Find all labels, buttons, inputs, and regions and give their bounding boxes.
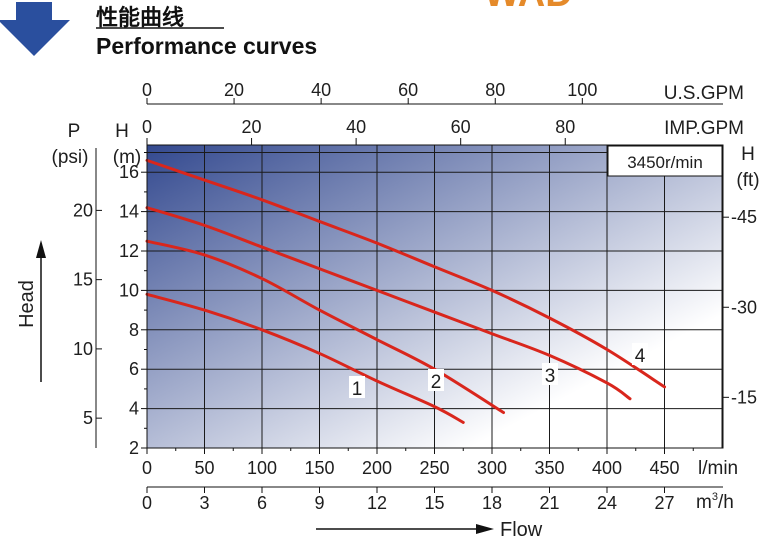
head-m-tick-label: 10 — [119, 280, 139, 300]
title-english: Performance curves — [96, 33, 317, 59]
usgpm-tick-label: 40 — [311, 80, 331, 100]
m3h-tick-label: 21 — [539, 493, 559, 513]
psi-tick-label: 15 — [73, 270, 93, 290]
usgpm-tick-label: 60 — [398, 80, 418, 100]
curve-1-label-bg — [349, 376, 365, 398]
curve-2-label: 2 — [431, 372, 442, 393]
head-m-tick-label: 6 — [129, 359, 139, 379]
psi-tick-label: 20 — [73, 200, 93, 220]
lmin-tick-label: 450 — [649, 458, 679, 478]
usgpm-axis-label: U.S.GPM — [664, 83, 744, 104]
head-ft-axis: -15 -30 -45 — [723, 207, 757, 407]
lmin-tick-label: 50 — [194, 458, 214, 478]
ft-tick-label: -30 — [731, 297, 757, 317]
m3h-tick-label: 12 — [367, 493, 387, 513]
head-m-tick-label: 2 — [129, 438, 139, 458]
curve-4-label: 4 — [635, 346, 646, 367]
m3h-tick-label: 0 — [142, 493, 152, 513]
m3h-tick-label: 24 — [597, 493, 617, 513]
m3h-tick-label: 6 — [257, 493, 267, 513]
head-m-tick-label: 4 — [129, 399, 139, 419]
impgpm-axis: 0 20 40 60 80 — [142, 117, 575, 145]
ft-tick-label: -45 — [731, 207, 757, 227]
curve-1 — [145, 292, 465, 424]
impgpm-axis-label: IMP.GPM — [664, 118, 744, 139]
head-m-tick-label: 16 — [119, 162, 139, 182]
m3h-tick-label: 3 — [199, 493, 209, 513]
head-m-axis: 2 4 6 8 10 12 14 16 — [119, 138, 148, 458]
impgpm-tick-label: 40 — [346, 117, 366, 137]
curve-4-label-bg — [632, 343, 648, 365]
speed-box — [607, 145, 723, 177]
lmin-tick-label: 400 — [592, 458, 622, 478]
usgpm-axis: 0 20 40 60 80 100 — [142, 80, 597, 104]
arrow-down-icon — [0, 2, 70, 56]
head-m-tick-label: 14 — [119, 202, 139, 222]
curve-3 — [145, 206, 632, 401]
psi-axis: 5 10 15 20 — [73, 200, 102, 428]
m3h-tick-label: 15 — [424, 493, 444, 513]
impgpm-tick-label: 60 — [451, 117, 471, 137]
title-chinese: 性能曲线 — [96, 5, 184, 31]
usgpm-tick-label: 20 — [224, 80, 244, 100]
usgpm-tick-label: 80 — [485, 80, 505, 100]
lmin-tick-label: 200 — [362, 458, 392, 478]
ft-tick-label: -15 — [731, 387, 757, 407]
lmin-tick-label: 150 — [304, 458, 334, 478]
m3h-tick-label: 18 — [482, 493, 502, 513]
impgpm-tick-label: 80 — [555, 117, 575, 137]
lmin-tick-label: 300 — [477, 458, 507, 478]
head-m-tick-label: 12 — [119, 241, 139, 261]
head-m-axis-title: H — [115, 121, 129, 142]
m3h-tick-label: 27 — [654, 493, 674, 513]
curve-4 — [145, 158, 666, 389]
brand-logo-text: WAD — [484, 0, 573, 15]
curve-3-label: 3 — [545, 366, 556, 387]
impgpm-tick-label: 20 — [242, 117, 262, 137]
head-m-tick-label: 8 — [129, 320, 139, 340]
curve-2-label-bg — [428, 369, 444, 391]
curve-1-label: 1 — [352, 379, 363, 400]
m3h-tick-label: 9 — [314, 493, 324, 513]
psi-axis-title: P — [68, 121, 81, 142]
usgpm-tick-label: 100 — [567, 80, 597, 100]
head-ft-axis-title: H — [741, 144, 755, 165]
head-m-axis-unit: (m) — [113, 147, 141, 168]
usgpm-tick-label: 0 — [142, 80, 152, 100]
flow-lmin-axis: 0 50 100 150 200 250 300 350 400 450 — [142, 448, 694, 478]
lmin-tick-label: 100 — [247, 458, 277, 478]
head-arrow-icon — [36, 240, 46, 258]
curve-group: 1 2 3 4 — [145, 158, 666, 424]
psi-tick-label: 10 — [73, 339, 93, 359]
curve-3-label-bg — [542, 363, 558, 385]
flow-lmin-axis-label: l/min — [698, 458, 738, 479]
flow-arrow-icon — [476, 524, 494, 534]
lmin-tick-label: 250 — [419, 458, 449, 478]
flow-m3h-axis: 0 3 6 9 12 15 18 21 24 27 — [142, 487, 675, 513]
lmin-tick-label: 350 — [534, 458, 564, 478]
flow-axis-title: Flow — [500, 519, 543, 541]
head-ft-axis-unit: (ft) — [736, 170, 759, 191]
flow-m3h-axis-label: m3/h — [696, 491, 734, 513]
lmin-tick-label: 0 — [142, 458, 152, 478]
impgpm-tick-label: 0 — [142, 117, 152, 137]
psi-axis-unit: (psi) — [52, 147, 89, 168]
psi-tick-label: 5 — [83, 408, 93, 428]
head-axis-title: Head — [16, 280, 38, 328]
speed-label: 3450r/min — [627, 153, 703, 172]
